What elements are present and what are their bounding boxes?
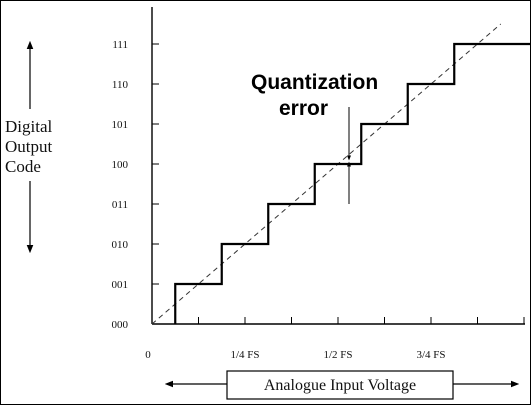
y-tick-label: 110	[112, 79, 129, 91]
annotation-line-1: Quantization	[251, 71, 378, 94]
y-tick-label: 101	[112, 119, 129, 131]
y-tick-label: 010	[112, 239, 129, 251]
x-tick-label: 0	[145, 349, 151, 361]
x-tick-group	[198, 317, 525, 324]
y-axis-label-line-1: Digital	[5, 117, 52, 136]
y-axis-label-line-3: Code	[5, 157, 41, 176]
x-tick-label: 1/2 FS	[323, 349, 352, 361]
y-tick-group	[152, 43, 159, 325]
x-tick-label: 1/4 FS	[230, 349, 259, 361]
y-tick-label: 011	[112, 199, 128, 211]
annotation-line-2: error	[279, 97, 328, 120]
ideal-diagonal-line	[151, 23, 502, 325]
x-tick-label: 3/4 FS	[416, 349, 445, 361]
y-axis-label-line-2: Output	[5, 137, 53, 156]
x-tick-label-group: 0 1/4 FS 1/2 FS 3/4 FS	[145, 349, 445, 361]
y-tick-label-group: 000 001 010 011 100 101 110 111	[112, 39, 129, 331]
y-tick-label: 100	[112, 159, 129, 171]
step-transfer-line	[174, 42, 530, 324]
x-axis-label: Analogue Input Voltage	[264, 377, 416, 394]
y-tick-label: 000	[112, 319, 129, 331]
y-tick-label: 001	[112, 279, 129, 291]
y-tick-label: 111	[112, 39, 128, 51]
x-axis-label-box	[226, 370, 454, 400]
